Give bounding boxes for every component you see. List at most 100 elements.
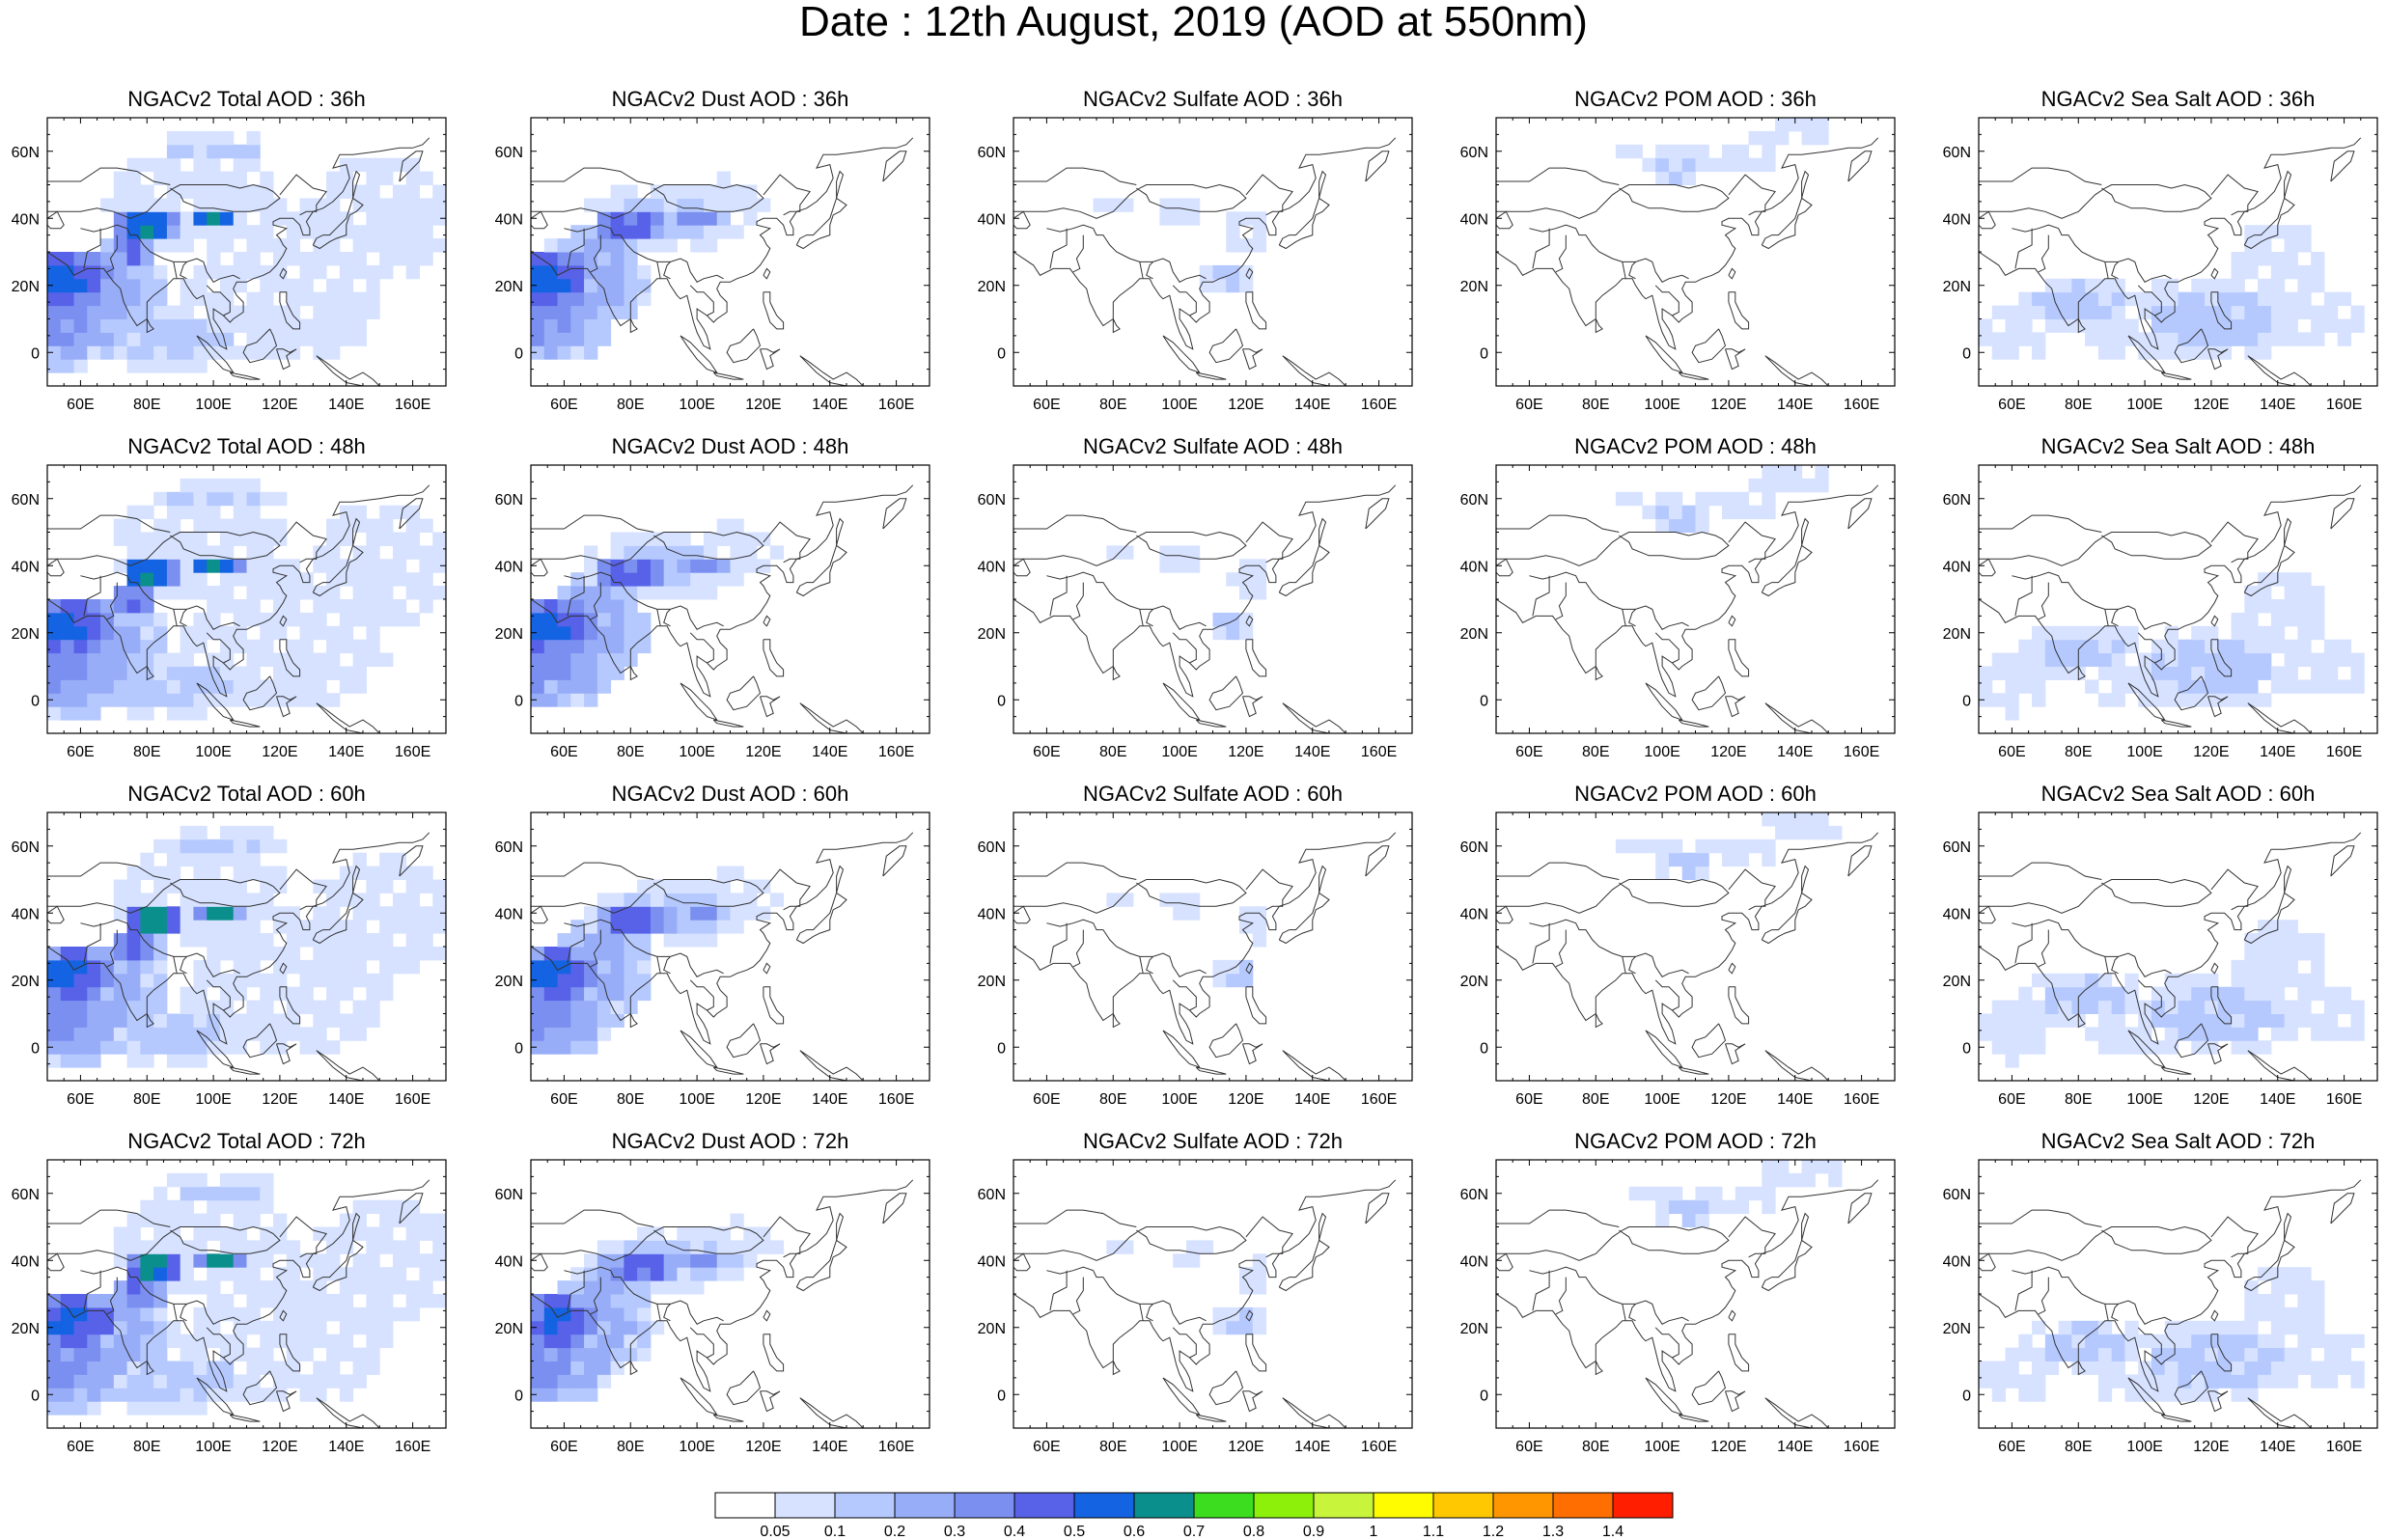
lon-tick-label: 160E [395,744,430,760]
lon-tick-label: 100E [679,744,714,760]
lon-tick-label: 80E [2065,744,2092,760]
colorbar-swatch [714,1492,776,1519]
lon-tick-label: 60E [550,1091,577,1108]
lat-tick-label: 40N [1460,211,1488,228]
lat-tick-label: 60N [495,839,523,856]
lon-tick-label: 60E [67,1091,94,1108]
lon-tick-label: 160E [1361,1091,1397,1108]
lat-tick-label: 20N [1460,974,1488,990]
lat-tick-label: 60N [978,839,1006,856]
aod-field [1979,1267,2365,1402]
lat-tick-label: 60N [1460,492,1488,509]
lat-tick-label: 20N [12,626,40,643]
lat-tick-label: 20N [978,279,1006,295]
lon-tick-label: 160E [1361,744,1397,760]
lat-tick-label: 60N [495,145,523,161]
lon-tick-label: 160E [1844,1091,1879,1108]
map-panel-sulfate-36h: 60E 80E 100E 120E 140E 160E 60N 40N 20N 0 [978,117,1413,413]
colorbar-swatch [1313,1492,1374,1519]
lon-tick-label: 100E [195,744,231,760]
lon-tick-label: 80E [1099,744,1126,760]
lon-tick-label: 60E [1515,1439,1542,1455]
panel-title-total-72h: NGACv2 Total AOD : 72h [127,1129,366,1153]
lon-tick-label: 80E [1099,1439,1126,1455]
lon-tick-label: 120E [1228,1439,1263,1455]
lon-tick-label: 60E [1033,1091,1060,1108]
lon-tick-label: 160E [1361,1439,1397,1455]
colorbar-swatch [894,1492,956,1519]
map-panel-total-36h: 60E 80E 100E 120E 140E 160E 60N 40N 20N 0 [12,117,447,413]
colorbar-label: 1 [1370,1524,1378,1540]
lon-tick-label: 100E [2126,744,2162,760]
coastline [1978,484,2362,734]
map-panel-seasalt-60h: 60E 80E 100E 120E 140E 160E 60N 40N 20N 0 [1943,811,2378,1108]
lat-tick-label: 0 [514,693,523,709]
lon-tick-label: 140E [2260,397,2295,413]
colorbar-label: 0.8 [1243,1524,1264,1540]
lat-tick-label: 60N [978,145,1006,161]
lat-tick-label: 60N [1943,1187,1971,1203]
panel-title-total-60h: NGACv2 Total AOD : 60h [127,782,366,806]
map-panel-pom-36h: 60E 80E 100E 120E 140E 160E 60N 40N 20N 0 [1460,117,1896,413]
aod-field [47,1172,447,1416]
lon-tick-label: 80E [2065,397,2092,413]
coastline [1978,832,2362,1082]
lat-tick-label: 40N [1943,211,1971,228]
colorbar-swatch [1253,1492,1315,1519]
lat-tick-label: 60N [12,492,40,509]
aod-field [1979,225,2365,360]
colorbar-label: 0.6 [1124,1524,1145,1540]
colorbar-swatch [1013,1492,1075,1519]
lon-tick-label: 140E [812,397,847,413]
figure-title: Date : 12th August, 2019 (AOD at 550nm) [799,0,1588,45]
colorbar-label: 0.3 [944,1524,965,1540]
lat-tick-label: 60N [12,145,40,161]
lon-tick-label: 140E [1777,397,1813,413]
aod-field [531,518,785,707]
lon-tick-label: 80E [1099,1091,1126,1108]
panel-title-dust-72h: NGACv2 Dust AOD : 72h [611,1129,849,1153]
lon-tick-label: 160E [878,1439,914,1455]
lon-tick-label: 140E [1294,397,1330,413]
lat-tick-label: 20N [12,974,40,990]
lat-tick-label: 0 [1962,693,1971,709]
panel-title-dust-60h: NGACv2 Dust AOD : 60h [611,782,849,806]
lon-tick-label: 60E [67,1439,94,1455]
aod-field [1093,198,1267,293]
colorbar-swatch [1552,1492,1614,1519]
lon-tick-label: 120E [1228,1091,1263,1108]
coastline [530,832,914,1082]
aod-field [47,478,447,721]
lon-tick-label: 140E [2260,1091,2295,1108]
lon-tick-label: 160E [2326,1091,2362,1108]
lat-tick-label: 20N [495,626,523,643]
lon-tick-label: 120E [745,1439,781,1455]
lat-tick-label: 20N [1460,1321,1488,1337]
lon-tick-label: 120E [1710,1091,1746,1108]
aod-field [1628,1160,1843,1227]
lon-tick-label: 80E [133,744,160,760]
coastline [1978,137,2362,387]
lon-tick-label: 60E [1998,744,2025,760]
map-panel-dust-72h: 60E 80E 100E 120E 140E 160E 60N 40N 20N 0 [495,1159,930,1455]
colorbar-swatch [834,1492,896,1519]
aod-field [531,171,771,360]
map-panel-pom-72h: 60E 80E 100E 120E 140E 160E 60N 40N 20N 0 [1460,1159,1896,1455]
lon-tick-label: 120E [1710,744,1746,760]
lon-tick-label: 100E [195,397,231,413]
lon-tick-label: 80E [617,1439,644,1455]
lat-tick-label: 0 [997,345,1006,362]
lat-tick-label: 0 [31,345,40,362]
colorbar-swatch [954,1492,1015,1519]
lon-tick-label: 80E [133,1439,160,1455]
lat-tick-label: 40N [12,906,40,922]
colorbar-label: 1.1 [1423,1524,1444,1540]
lat-tick-label: 40N [978,906,1006,922]
coastline [530,1179,914,1429]
lon-tick-label: 100E [1644,1439,1679,1455]
lon-tick-label: 120E [2193,744,2229,760]
lat-tick-label: 0 [1480,693,1488,709]
colorbar-swatch [1073,1492,1135,1519]
lat-tick-label: 0 [31,1388,40,1404]
map-panel-sulfate-48h: 60E 80E 100E 120E 140E 160E 60N 40N 20N 0 [978,464,1413,760]
